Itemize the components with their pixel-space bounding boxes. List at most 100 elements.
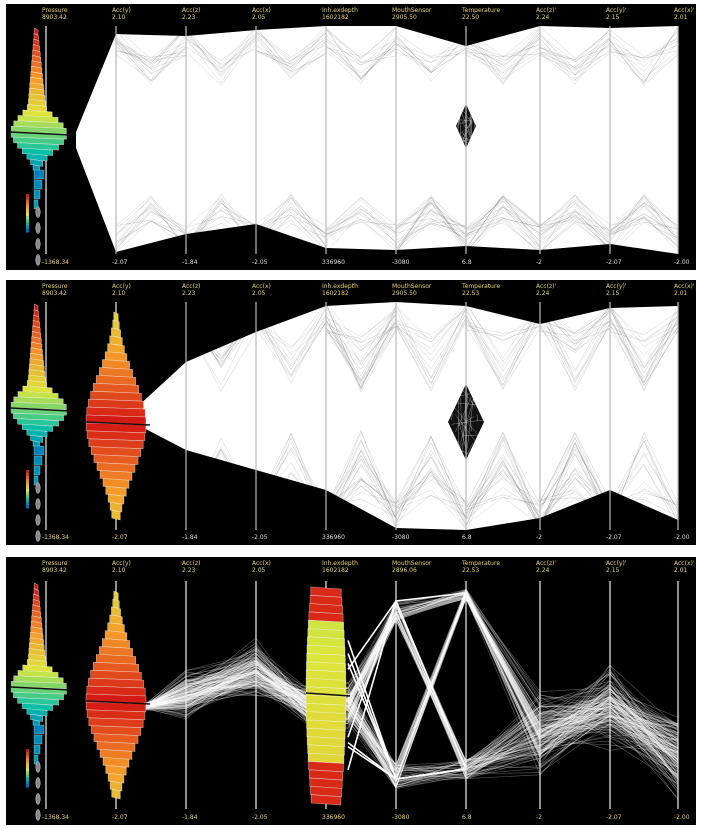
data-polyline [143, 597, 679, 759]
data-polyline [185, 223, 257, 242]
data-polyline [395, 479, 467, 509]
data-polyline [255, 497, 327, 525]
data-polyline [539, 208, 611, 251]
data-polyline [143, 666, 679, 772]
color-legend-swatch [26, 482, 29, 487]
data-polyline [255, 31, 327, 61]
data-polyline [325, 322, 397, 363]
data-polyline [465, 32, 541, 86]
data-polyline [185, 200, 257, 252]
data-polyline [325, 320, 397, 384]
data-polyline [143, 594, 679, 767]
data-polyline [143, 592, 679, 747]
data-polyline [395, 310, 467, 349]
data-polyline [185, 312, 257, 350]
data-polyline [539, 38, 611, 72]
accy-distribution-band [86, 430, 146, 442]
data-polyline [255, 38, 327, 68]
data-polyline [143, 598, 679, 762]
data-polyline [539, 431, 611, 502]
data-polyline [609, 324, 679, 392]
axis-label: Acc(x)' [674, 560, 695, 567]
data-polyline [255, 214, 327, 251]
data-polyline [143, 591, 679, 769]
outlier-glyph [35, 530, 41, 542]
data-polyline [185, 209, 257, 235]
data-polyline [325, 221, 397, 238]
axis-min-label: -2 [536, 534, 542, 541]
data-polyline [539, 304, 611, 333]
data-polyline [143, 592, 679, 769]
data-polyline [185, 34, 257, 70]
data-polyline [465, 212, 541, 247]
data-polyline [609, 317, 679, 342]
data-polyline [143, 656, 679, 786]
data-polyline [143, 690, 679, 782]
data-polyline [465, 443, 541, 529]
data-polyline [609, 306, 679, 341]
data-polyline [115, 49, 187, 61]
data-polyline [325, 449, 397, 527]
axis-label: Temperature [461, 7, 500, 14]
data-polyline [143, 609, 679, 768]
data-polyline [539, 306, 611, 351]
data-polyline [609, 30, 679, 68]
axis-min-label: -1368.34 [42, 259, 69, 266]
accy-distribution-band [93, 733, 139, 744]
plot-panel-1: Pressure 8903.42 -1368.34 Acc(y) 2.10 -2.07 Ac… [6, 4, 696, 270]
data-polyline [255, 304, 327, 362]
data-polyline [185, 449, 257, 522]
data-polyline [143, 686, 679, 771]
data-polyline [115, 206, 187, 234]
data-polyline [465, 308, 541, 379]
color-legend-swatch [26, 492, 29, 496]
axis-max-label: 2905.50 [392, 290, 417, 297]
axis-label: Inh.exdepth [322, 7, 358, 14]
data-polyline [465, 195, 541, 249]
data-polyline [609, 203, 679, 245]
data-polyline [395, 211, 467, 230]
data-polyline [255, 34, 327, 74]
data-polyline [255, 471, 327, 517]
data-polyline [457, 139, 469, 144]
data-polyline [465, 34, 541, 80]
data-polyline [143, 598, 679, 778]
data-polyline [465, 200, 541, 243]
data-polyline [609, 306, 679, 369]
data-polyline [325, 221, 397, 247]
color-legend-swatch [26, 203, 29, 208]
data-polyline [325, 478, 397, 528]
data-polyline [143, 597, 679, 776]
data-polyline [143, 591, 679, 777]
data-polyline [115, 195, 187, 254]
data-polyline [325, 211, 397, 243]
data-polyline [325, 196, 397, 233]
data-polyline [143, 604, 679, 767]
data-polyline [325, 302, 397, 393]
data-polyline [185, 202, 257, 253]
data-polyline [143, 616, 679, 768]
axis-max-label: 2.01 [674, 14, 688, 21]
pressure-distribution-tail [33, 445, 45, 456]
data-polyline [143, 671, 679, 788]
data-polyline [185, 29, 257, 78]
data-polyline [465, 32, 541, 68]
data-polyline [539, 320, 611, 345]
data-polyline [395, 474, 467, 512]
data-polyline [395, 221, 467, 254]
axis-min-label: -2.00 [674, 814, 690, 821]
data-polyline [609, 194, 679, 244]
data-polyline [325, 212, 397, 239]
data-polyline [459, 112, 462, 147]
accy-distribution-band [105, 764, 127, 776]
data-polyline [457, 419, 467, 451]
axis-label: Acc(z)' [536, 283, 556, 290]
data-polyline [255, 306, 327, 377]
data-polyline [465, 324, 541, 334]
data-polyline [115, 42, 187, 82]
data-polyline [461, 132, 466, 147]
data-polyline [143, 615, 679, 774]
data-polyline [476, 414, 478, 422]
accy-distribution-band [96, 462, 136, 473]
pressure-distribution-tail [33, 179, 43, 190]
